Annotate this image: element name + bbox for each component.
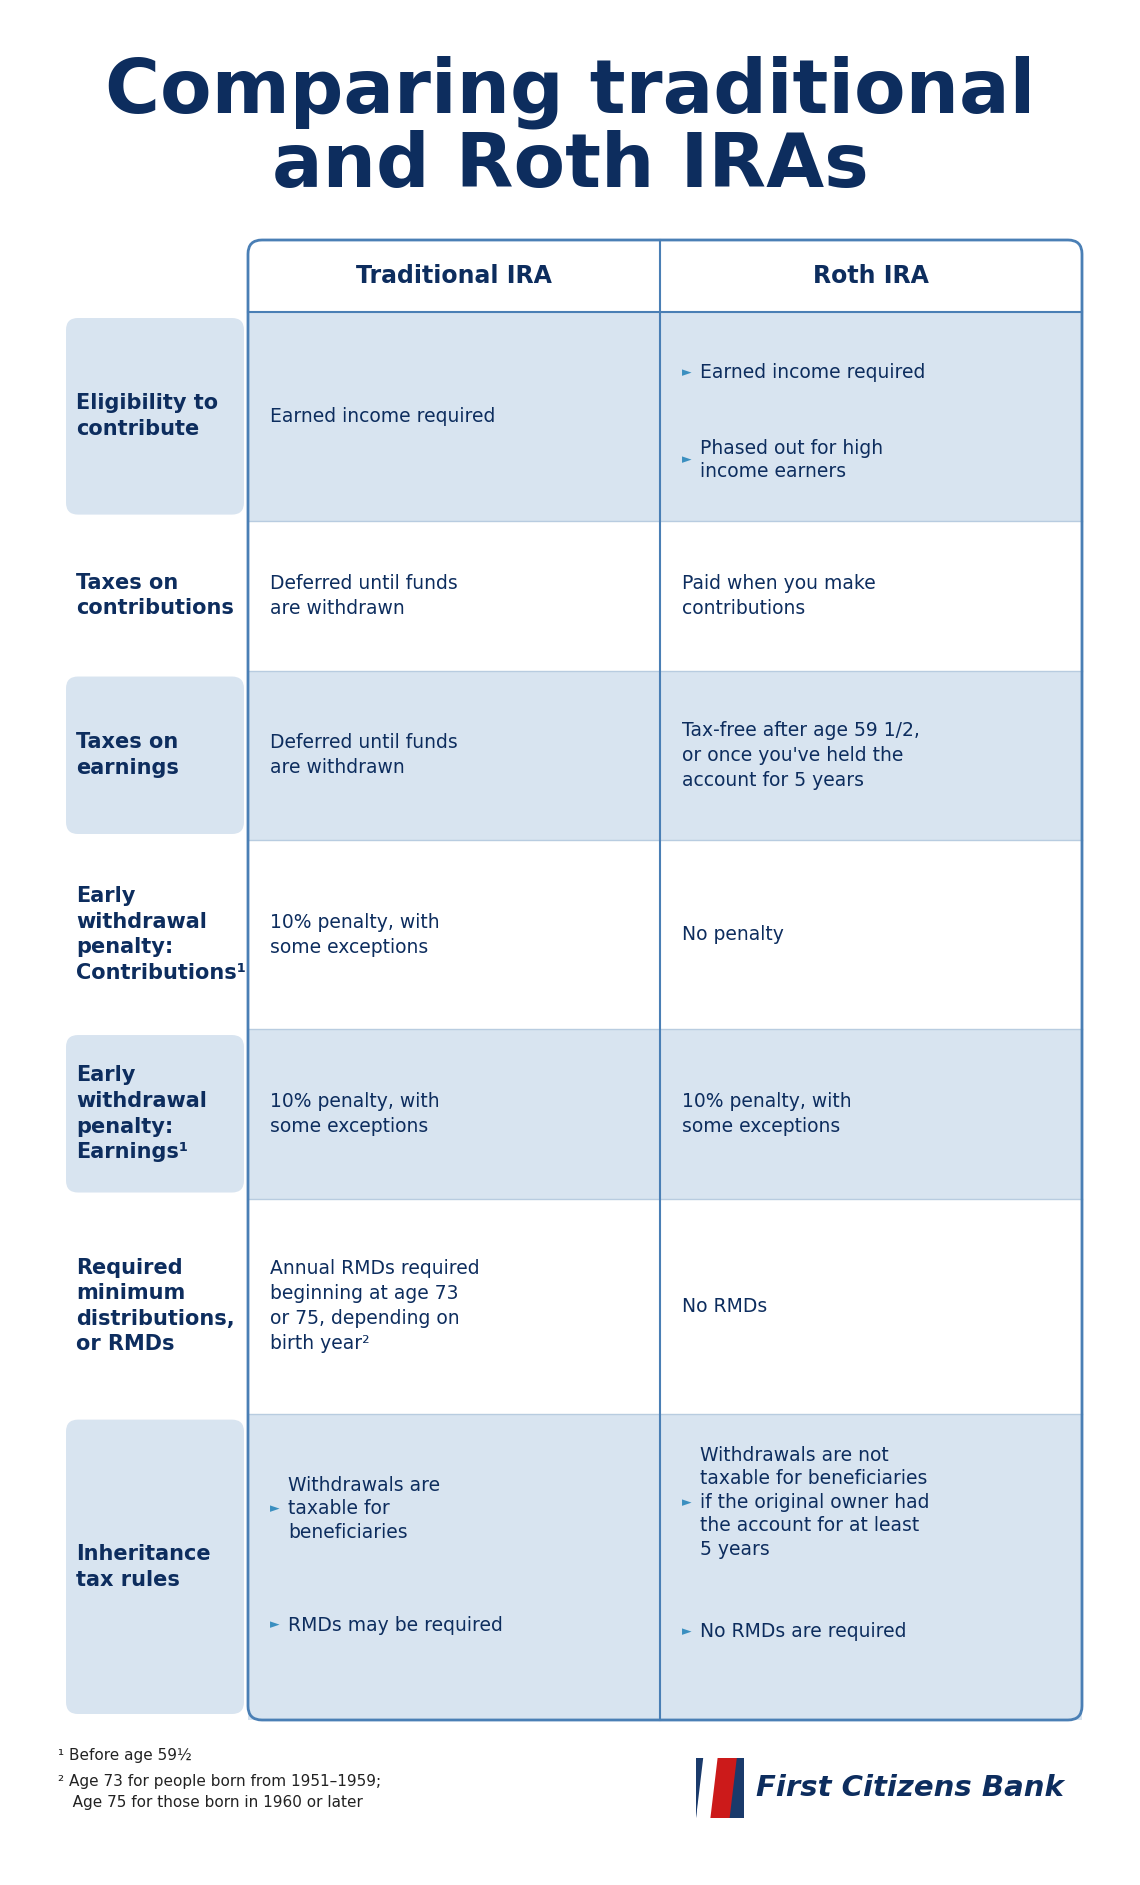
Text: Withdrawals are not
taxable for beneficiaries
if the original owner had
the acco: Withdrawals are not taxable for benefici… bbox=[700, 1446, 929, 1559]
Text: 10% penalty, with
some exceptions: 10% penalty, with some exceptions bbox=[682, 1091, 852, 1137]
Text: ►: ► bbox=[270, 1619, 279, 1632]
Text: ¹ Before age 59½: ¹ Before age 59½ bbox=[58, 1747, 192, 1762]
Bar bbox=[249, 313, 1082, 520]
Text: First Citizens Bank: First Citizens Bank bbox=[756, 1774, 1064, 1802]
Text: Roth IRA: Roth IRA bbox=[813, 264, 929, 288]
Polygon shape bbox=[732, 1759, 744, 1817]
Text: Traditional IRA: Traditional IRA bbox=[356, 264, 552, 288]
Text: Tax-free after age 59 1/2,
or once you've held the
account for 5 years: Tax-free after age 59 1/2, or once you'v… bbox=[682, 720, 920, 790]
Text: Required
minimum
distributions,
or RMDs: Required minimum distributions, or RMDs bbox=[76, 1257, 235, 1355]
Text: No RMDs are required: No RMDs are required bbox=[700, 1621, 906, 1640]
Bar bbox=[249, 671, 1082, 841]
Bar bbox=[697, 1759, 744, 1817]
Text: Taxes on
earnings: Taxes on earnings bbox=[76, 733, 179, 779]
Text: Early
withdrawal
penalty:
Earnings¹: Early withdrawal penalty: Earnings¹ bbox=[76, 1065, 206, 1163]
Text: ►: ► bbox=[682, 366, 692, 379]
Text: Earned income required: Earned income required bbox=[270, 407, 496, 426]
Bar bbox=[249, 1029, 1082, 1199]
FancyBboxPatch shape bbox=[66, 677, 244, 833]
Bar bbox=[249, 1414, 1082, 1719]
Text: Inheritance
tax rules: Inheritance tax rules bbox=[76, 1544, 211, 1589]
Text: Comparing traditional: Comparing traditional bbox=[105, 55, 1035, 128]
Text: Withdrawals are
taxable for
beneficiaries: Withdrawals are taxable for beneficiarie… bbox=[288, 1476, 440, 1542]
Text: ►: ► bbox=[682, 454, 692, 467]
Text: Early
withdrawal
penalty:
Contributions¹: Early withdrawal penalty: Contributions¹ bbox=[76, 886, 246, 982]
Text: Annual RMDs required
beginning at age 73
or 75, depending on
birth year²: Annual RMDs required beginning at age 73… bbox=[270, 1259, 480, 1353]
FancyBboxPatch shape bbox=[66, 1419, 244, 1713]
Polygon shape bbox=[697, 1759, 723, 1817]
Text: Deferred until funds
are withdrawn: Deferred until funds are withdrawn bbox=[270, 733, 458, 777]
Text: ►: ► bbox=[682, 1625, 692, 1638]
FancyBboxPatch shape bbox=[66, 1035, 244, 1193]
Text: Eligibility to
contribute: Eligibility to contribute bbox=[76, 394, 218, 439]
Text: ►: ► bbox=[682, 1497, 692, 1510]
Text: Taxes on
contributions: Taxes on contributions bbox=[76, 573, 234, 618]
Text: and Roth IRAs: and Roth IRAs bbox=[271, 130, 869, 204]
Text: ►: ► bbox=[270, 1502, 279, 1516]
Polygon shape bbox=[710, 1759, 736, 1817]
Text: Paid when you make
contributions: Paid when you make contributions bbox=[682, 573, 876, 618]
Text: Phased out for high
income earners: Phased out for high income earners bbox=[700, 439, 884, 481]
Text: 10% penalty, with
some exceptions: 10% penalty, with some exceptions bbox=[270, 912, 440, 956]
Text: ² Age 73 for people born from 1951–1959;
   Age 75 for those born in 1960 or lat: ² Age 73 for people born from 1951–1959;… bbox=[58, 1774, 381, 1810]
Text: Deferred until funds
are withdrawn: Deferred until funds are withdrawn bbox=[270, 573, 458, 618]
Text: 10% penalty, with
some exceptions: 10% penalty, with some exceptions bbox=[270, 1091, 440, 1137]
Text: No RMDs: No RMDs bbox=[682, 1297, 767, 1316]
Text: No penalty: No penalty bbox=[682, 926, 784, 944]
Polygon shape bbox=[697, 1759, 701, 1817]
FancyBboxPatch shape bbox=[66, 319, 244, 515]
Text: Earned income required: Earned income required bbox=[700, 364, 926, 383]
Text: RMDs may be required: RMDs may be required bbox=[288, 1615, 503, 1634]
